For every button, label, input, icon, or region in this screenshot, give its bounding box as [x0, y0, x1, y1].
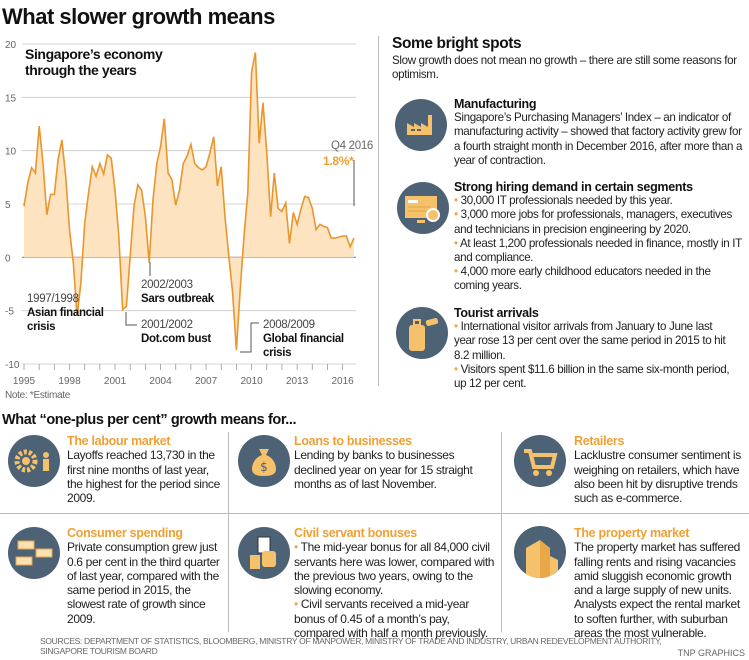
cell-body: Lacklustre consumer sentiment is weighin… [574, 448, 741, 506]
cell-body: Lending by banks to businesses declined … [294, 448, 473, 491]
luggage-icon [396, 307, 448, 359]
annotation-years: 2001/2002 [141, 319, 193, 331]
bullet-item: International visitor arrivals from Janu… [454, 320, 734, 363]
bullet-item: Visitors spent $11.6 billion in the same… [454, 363, 734, 391]
bright-spots-text: Slow growth does not mean no growth – th… [392, 54, 737, 82]
growth-line [23, 52, 355, 351]
svg-text:$: $ [260, 460, 268, 474]
factory-icon [395, 99, 447, 151]
y-tick-label: 0 [5, 253, 11, 264]
cell-body: Private consumption grew just 0.6 per ce… [67, 540, 220, 626]
impact-cell-bonuses: Civil servant bonusesThe mid-year bonus … [294, 526, 498, 640]
impact-cell-loans: Loans to businesses Lending by banks to b… [294, 434, 494, 491]
chart-note: Note: *Estimate [5, 390, 70, 401]
bullet-item: 3,000 more jobs for professionals, manag… [454, 208, 746, 236]
divider [501, 432, 502, 632]
annotation-label: crisis [263, 347, 292, 359]
hiring-item: Strong hiring demand in certain segments… [454, 180, 746, 294]
graphics-credit: TNP GRAPHICS [677, 648, 745, 658]
money-bag-icon: $ [238, 435, 290, 487]
gfc-annotation: 2008/2009 Global financial crisis [263, 318, 344, 360]
bullet-item: The mid-year bonus for all 84,000 civil … [294, 540, 498, 597]
page-title: What slower growth means [2, 4, 275, 29]
x-tick-label: 1995 [13, 376, 36, 387]
impact-cell-retailers: Retailers Lacklustre consumer sentiment i… [574, 434, 744, 505]
y-tick-label: 15 [5, 93, 17, 104]
asian-crisis-annotation: 1997/1998 Asian financial crisis [27, 292, 104, 334]
cell-heading: The labour market [67, 434, 171, 448]
y-tick-label: -5 [5, 307, 14, 318]
growth-area [24, 52, 354, 351]
annotation-label: Dot.com bust [141, 333, 211, 345]
bright-spots-intro: Some bright spots Slow growth does not m… [392, 35, 742, 83]
impact-cell-property: The property market The property market h… [574, 526, 746, 640]
sars-annotation: 2002/2003 Sars outbreak [141, 278, 214, 306]
cell-heading: Retailers [574, 434, 625, 448]
cell-heading: Civil servant bonuses [294, 526, 417, 540]
tourist-item: Tourist arrivals International visitor a… [454, 306, 734, 391]
x-tick-label: 2016 [331, 376, 354, 387]
y-tick-label: 5 [5, 200, 11, 211]
shopping-cart-icon [514, 435, 566, 487]
manufacturing-item: Manufacturing Singapore’s Purchasing Man… [454, 97, 744, 168]
annotation-label: crisis [27, 321, 56, 333]
cash-stacks-icon [8, 527, 60, 579]
cell-heading: The property market [574, 526, 690, 540]
item-heading: Tourist arrivals [454, 306, 539, 320]
divider [228, 432, 229, 632]
sources: SOURCES: DEPARTMENT OF STATISTICS, BLOOM… [40, 636, 662, 656]
growth-chart: 20 15 10 5 0 -5 -10 1995 1998 2001 2004 2007 2010 20… [5, 40, 356, 387]
gears-people-icon [8, 435, 60, 487]
bullet-item: Civil servants received a mid-year bonus… [294, 597, 498, 640]
computer-search-icon [397, 182, 449, 234]
latest-label: Q4 2016 [331, 140, 374, 152]
bullet-item: 4,000 more early childhood educators nee… [454, 265, 746, 293]
impact-cell-labour: The labour market Layoffs reached 13,730 … [67, 434, 227, 505]
divider [378, 36, 379, 386]
annotation-label: Asian financial [27, 307, 104, 319]
bullet-item: At least 1,200 professionals needed in f… [454, 237, 746, 265]
hand-money-icon [238, 527, 290, 579]
impact-title: What “one-plus per cent” growth means fo… [2, 412, 297, 428]
annotation-years: 2008/2009 [263, 319, 315, 331]
item-heading: Strong hiring demand in certain segments [454, 180, 693, 194]
bullet-item: 30,000 IT professionals needed by this y… [454, 194, 746, 208]
chart-title: Singapore’s economy through the years [25, 46, 163, 78]
x-tick-label: 2013 [286, 376, 309, 387]
dotcom-annotation: 2001/2002 Dot.com bust [141, 318, 211, 346]
y-tick-label: -10 [5, 360, 20, 371]
annotation-label: Global financial [263, 333, 344, 345]
x-tick-label: 2010 [240, 376, 263, 387]
latest-value: 1.8%* [323, 154, 354, 168]
building-icon [514, 526, 566, 578]
annotation-years: 2002/2003 [141, 279, 193, 291]
x-tick-label: 2001 [104, 376, 127, 387]
cell-body: Layoffs reached 13,730 in the first nine… [67, 448, 220, 506]
y-tick-label: 10 [5, 147, 17, 158]
chart-title-line: Singapore’s economy [25, 46, 163, 62]
dotcom-leader-line [125, 312, 137, 326]
impact-cell-consumer: Consumer spending Private consumption gre… [67, 526, 227, 626]
x-tick-label: 1998 [58, 376, 81, 387]
annotation-years: 1997/1998 [27, 293, 79, 305]
cell-heading: Consumer spending [67, 526, 183, 540]
item-body: Singapore’s Purchasing Managers’ Index –… [454, 111, 743, 167]
annotation-label: Sars outbreak [141, 293, 214, 305]
cell-heading: Loans to businesses [294, 434, 412, 448]
chart-title-line: through the years [25, 62, 137, 78]
x-tick-label: 2004 [149, 376, 172, 387]
x-tick-label: 2007 [195, 376, 218, 387]
bright-spots-title: Some bright spots [392, 35, 522, 52]
divider [0, 513, 749, 514]
item-heading: Manufacturing [454, 97, 537, 111]
y-tick-label: 20 [5, 40, 17, 51]
gfc-leader-line [240, 322, 259, 353]
cell-body: The property market has suffered falling… [574, 540, 740, 641]
